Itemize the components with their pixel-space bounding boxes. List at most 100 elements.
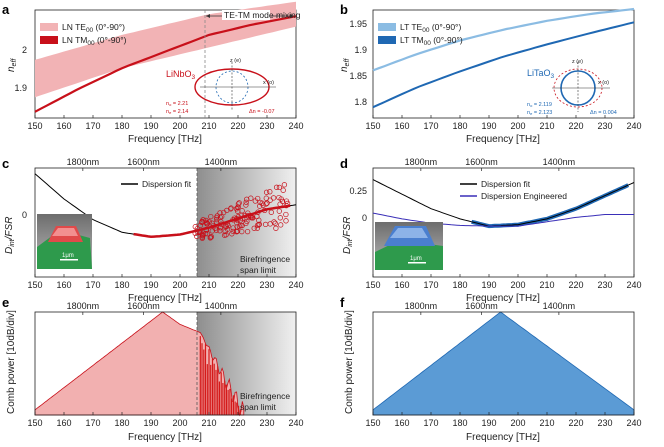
measured-point: [223, 232, 229, 238]
x-label-a: Frequency [THz]: [128, 134, 202, 145]
x-tick-b-230: 230: [597, 121, 612, 131]
x-tick-e-240: 240: [288, 418, 303, 428]
measured-point: [228, 206, 234, 212]
panel-letter-b: b: [340, 2, 348, 17]
legend-swatch-te: [40, 23, 58, 31]
panel-b: LT TE00 (0°-90°) LT TM00 (0°-90°) LiTaO3…: [339, 7, 642, 145]
measured-point: [223, 223, 230, 230]
measured-point: [200, 217, 206, 223]
x-tick-d-220: 220: [568, 280, 583, 290]
x-tick-d-180: 180: [452, 280, 467, 290]
x-tick-a-180: 180: [114, 121, 129, 131]
sem-image-d: 1μm: [375, 222, 443, 270]
wavelength-tick-d-1600nm: 1600nm: [465, 157, 498, 167]
x-tick-d-150: 150: [365, 280, 380, 290]
mode-mixing-label: TE-TM mode mixing: [224, 10, 301, 20]
y-label-d: Dint/FSR: [342, 217, 354, 254]
measured-point: [267, 189, 273, 195]
legend-label-fit-c: Dispersion fit: [142, 179, 192, 189]
lt-tm-line: [372, 21, 635, 109]
measured-point: [218, 224, 224, 231]
dispersion-engineered-line: [372, 212, 634, 227]
x-tick-a-230: 230: [259, 121, 274, 131]
wavelength-tick-f-1400nm: 1400nm: [543, 301, 576, 311]
panel-letter-d: d: [340, 156, 348, 171]
x-tick-f-180: 180: [452, 418, 467, 428]
measured-point: [233, 206, 240, 212]
panel-letter-a: a: [2, 2, 10, 17]
lt-te-line: [372, 7, 635, 72]
measured-point: [276, 184, 283, 191]
measured-point: [238, 222, 244, 229]
x-tick-f-220: 220: [568, 418, 583, 428]
x-tick-e-190: 190: [143, 418, 158, 428]
x-tick-a-160: 160: [56, 121, 71, 131]
measured-point: [280, 187, 286, 193]
x-tick-c-240: 240: [288, 280, 303, 290]
material-label-a: LiNbO3: [166, 69, 196, 81]
y-label-f: Comb power [10dB/div]: [344, 310, 355, 414]
wavelength-tick-f-1800nm: 1800nm: [405, 301, 438, 311]
dispersion-fit-line-d: [372, 179, 635, 227]
x-tick-c-160: 160: [56, 280, 71, 290]
x-tick-a-190: 190: [143, 121, 158, 131]
measured-point: [256, 221, 262, 227]
legend-swatch-lt-tm: [378, 36, 396, 44]
measured-point: [239, 208, 245, 214]
annotation-bg: [222, 10, 270, 20]
x-tick-c-200: 200: [172, 280, 187, 290]
measured-point: [263, 201, 269, 207]
measured-point: [217, 228, 223, 234]
measured-point: [235, 201, 242, 207]
x-tick-b-240: 240: [626, 121, 641, 131]
x-tick-b-190: 190: [481, 121, 496, 131]
measured-point: [239, 228, 245, 235]
x-tick-f-240: 240: [626, 418, 641, 428]
svg-text:x (o): x (o): [598, 80, 609, 86]
panel-f: 1800nm 1600nm 1400nm 150 160 170 180 190 200 210…: [344, 301, 642, 443]
x-tick-c-230: 230: [259, 280, 274, 290]
measured-point: [243, 220, 249, 227]
y-tick-a-1.9: 1.9: [14, 83, 27, 93]
wavelength-tick-c-1600nm: 1600nm: [127, 157, 160, 167]
x-tick-b-160: 160: [394, 121, 409, 131]
ln-te-band: [35, 1, 296, 98]
wavelength-tick-f-1600nm: 1600nm: [465, 301, 498, 311]
x-tick-e-210: 210: [201, 418, 216, 428]
svg-text:z (e): z (e): [572, 59, 583, 65]
y-tick-b-1.8: 1.8: [354, 97, 367, 107]
comb-spectrum-e: [34, 311, 245, 417]
x-label-c: Frequency [THz]: [128, 293, 202, 304]
y-tick-b-1.95: 1.95: [349, 19, 367, 29]
y-tick-b-1.9: 1.9: [354, 45, 367, 55]
legend-swatch-tm: [40, 36, 58, 44]
x-tick-c-170: 170: [85, 280, 100, 290]
measured-point: [251, 225, 257, 231]
panel-e: 1800nm 1600nm 1400nm Birefringence span li…: [6, 301, 304, 443]
shade-label-c-1: Birefringence: [240, 254, 290, 264]
wavelength-tick-d-1400nm: 1400nm: [543, 157, 576, 167]
x-label-d: Frequency [THz]: [466, 293, 540, 304]
panel-c: 1800nm 1600nm 1400nm Dispersion fit 1μm Bi…: [4, 157, 304, 304]
y-label-c: Dint/FSR: [4, 217, 16, 254]
measured-point: [229, 231, 235, 237]
svg-text:x (o): x (o): [263, 80, 274, 86]
measured-point: [283, 218, 289, 224]
measured-point: [209, 228, 215, 234]
measured-point: [230, 225, 236, 231]
panel-d: 1800nm 1600nm 1400nm Dispersion fit Disper…: [342, 157, 642, 304]
dn-value-b: Δn = 0.004: [590, 110, 617, 116]
measured-point: [283, 198, 290, 204]
x-tick-b-210: 210: [539, 121, 554, 131]
measured-point: [268, 209, 274, 215]
x-tick-c-190: 190: [143, 280, 158, 290]
legend-label-eng-d: Dispersion Engineered: [481, 191, 567, 201]
x-label-f: Frequency [THz]: [466, 432, 540, 443]
ne-value-b: ne = 2.123: [527, 110, 552, 116]
svg-text:z (e): z (e): [230, 58, 241, 64]
x-tick-d-230: 230: [597, 280, 612, 290]
x-tick-c-180: 180: [114, 280, 129, 290]
panel-letter-c: c: [2, 156, 9, 171]
comb-spectrum-f: [372, 311, 635, 416]
x-tick-c-150: 150: [27, 280, 42, 290]
